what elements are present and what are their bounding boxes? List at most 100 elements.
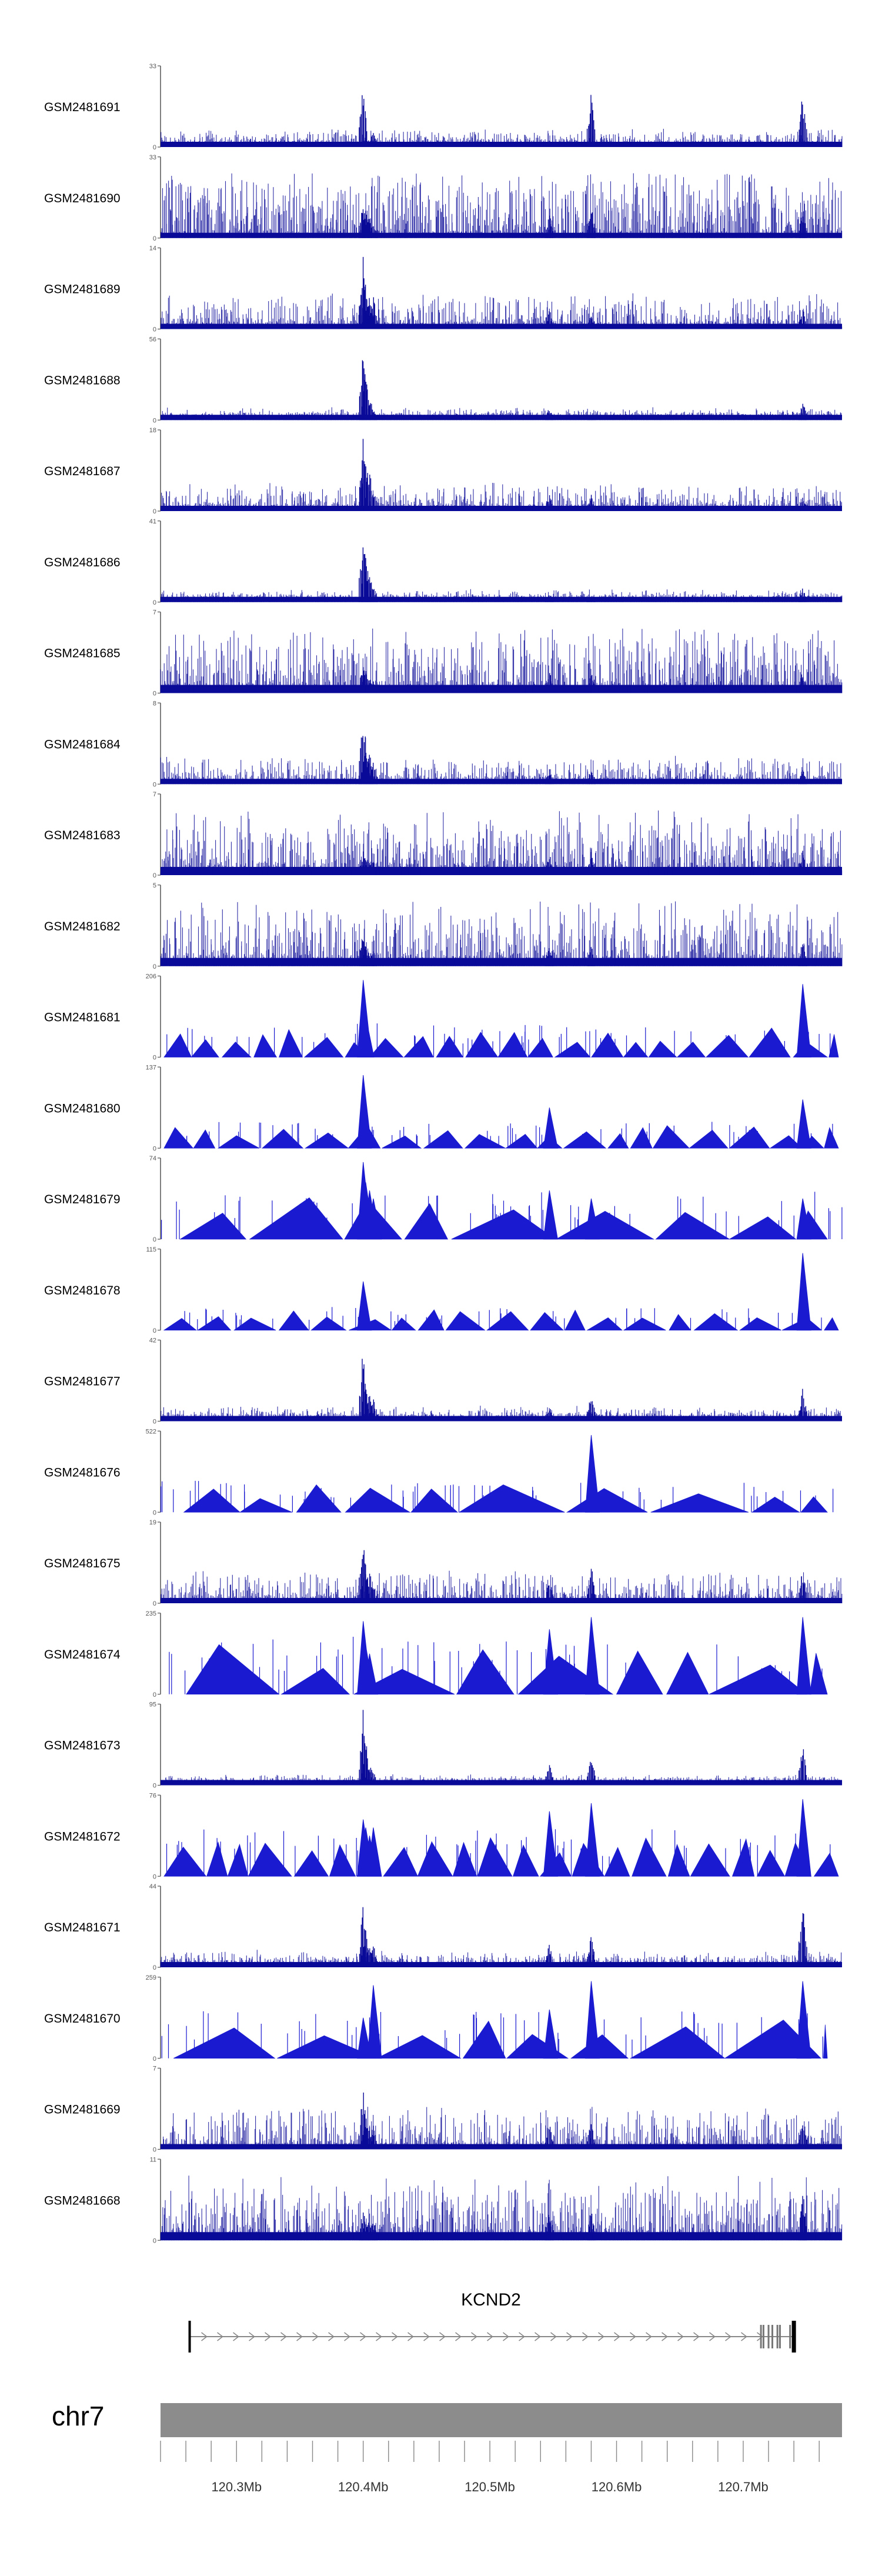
track-label: GSM2481689 <box>44 283 121 296</box>
y-max-label: 235 <box>146 1610 156 1617</box>
coverage-signal <box>161 1774 843 1786</box>
coverage-peaks <box>359 850 807 875</box>
track-GSM2481685: GSM2481685 7 0 <box>44 609 843 698</box>
track-label: GSM2481684 <box>44 738 121 751</box>
track-GSM2481681: GSM2481681 206 0 <box>44 973 839 1062</box>
y-min-label: 0 <box>153 690 156 698</box>
strand-arrow <box>709 2332 716 2341</box>
ideogram-band <box>161 2403 842 2437</box>
coverage-spikes <box>166 1829 831 1877</box>
coverage-signal <box>173 2020 828 2059</box>
coverage-spikes <box>161 1192 843 1239</box>
coverage-signal <box>183 1484 828 1513</box>
coverage-peaks <box>357 1799 811 1877</box>
y-max-label: 115 <box>146 1246 156 1253</box>
coverage-baseline <box>161 232 842 238</box>
coverage-spikes <box>161 1480 834 1513</box>
strand-arrow <box>646 2332 652 2341</box>
coverage-signal <box>163 1837 839 1877</box>
chromosome-axis: chr7 120.3Mb 120.4Mb 120.5Mb 120.6Mb 120.7Mb <box>52 2401 842 2494</box>
strand-arrow <box>471 2332 477 2341</box>
y-min-label: 0 <box>153 1419 156 1426</box>
track-GSM2481670: GSM2481670 259 0 <box>44 1974 828 2063</box>
coverage-peaks <box>359 2093 807 2150</box>
coverage-signal <box>160 901 843 966</box>
track-GSM2481680: GSM2481680 137 0 <box>44 1064 839 1152</box>
y-min-label: 0 <box>153 781 156 788</box>
y-max-label: 8 <box>153 700 156 707</box>
track-label: GSM2481687 <box>44 465 121 478</box>
track-label: GSM2481683 <box>44 829 121 842</box>
y-max-label: 522 <box>146 1428 156 1435</box>
track-GSM2481674: GSM2481674 235 0 <box>44 1610 828 1699</box>
track-label: GSM2481691 <box>44 101 121 114</box>
coverage-signal <box>160 756 842 785</box>
coverage-peaks <box>359 2195 807 2241</box>
coverage-peaks <box>359 95 807 147</box>
y-min-label: 0 <box>153 508 156 515</box>
exon <box>760 2325 762 2348</box>
y-max-label: 33 <box>149 63 156 70</box>
strand-arrow <box>312 2332 319 2341</box>
y-max-label: 137 <box>146 1064 156 1071</box>
track-label: GSM2481673 <box>44 1739 121 1753</box>
chromosome-label: chr7 <box>52 2401 104 2431</box>
track-label: GSM2481674 <box>44 1648 121 1661</box>
y-max-label: 11 <box>150 2156 156 2163</box>
strand-arrow <box>582 2332 589 2341</box>
coverage-peaks <box>357 1981 811 2059</box>
track-label: GSM2481686 <box>44 556 121 569</box>
coverage-signal <box>161 173 843 238</box>
strand-arrow <box>630 2332 636 2341</box>
x-tick-label: 120.4Mb <box>338 2480 389 2494</box>
exon <box>771 2325 774 2348</box>
strand-arrow <box>249 2332 255 2341</box>
coverage-signal <box>163 1027 839 1057</box>
y-min-label: 0 <box>153 1691 156 1699</box>
coverage-peaks <box>359 1907 807 1967</box>
coverage-peaks <box>359 439 807 511</box>
strand-arrow <box>376 2332 382 2341</box>
track-label: GSM2481680 <box>44 1102 121 1115</box>
strand-arrow <box>550 2332 557 2341</box>
y-min-label: 0 <box>153 872 156 879</box>
y-max-label: 33 <box>149 154 156 161</box>
track-GSM2481691: GSM2481691 33 0 <box>44 63 843 151</box>
coverage-peaks <box>357 1253 811 1331</box>
strand-arrow <box>725 2332 731 2341</box>
exon <box>779 2325 781 2348</box>
exon <box>762 2325 764 2348</box>
strand-arrow <box>598 2332 604 2341</box>
strand-arrow <box>423 2332 430 2341</box>
x-tick-label: 120.3Mb <box>211 2480 262 2494</box>
y-max-label: 206 <box>146 973 156 980</box>
coverage-peaks <box>357 1162 811 1240</box>
y-max-label: 41 <box>149 518 156 525</box>
y-min-label: 0 <box>153 599 156 606</box>
coverage-signal <box>160 1950 842 1967</box>
strand-arrow <box>439 2332 446 2341</box>
strand-arrow <box>296 2332 303 2341</box>
track-GSM2481689: GSM2481689 14 0 <box>44 245 843 333</box>
exon <box>776 2325 779 2348</box>
coverage-peaks <box>359 940 807 966</box>
x-tick-label: 120.7Mb <box>718 2480 769 2494</box>
coverage-peaks <box>359 736 807 785</box>
strand-arrow <box>693 2332 700 2341</box>
track-GSM2481671: GSM2481671 44 0 <box>44 1883 842 1971</box>
y-min-label: 0 <box>153 1236 156 1243</box>
track-label: GSM2481681 <box>44 1011 121 1025</box>
track-GSM2481678: GSM2481678 115 0 <box>44 1246 839 1334</box>
y-min-label: 0 <box>153 2237 156 2244</box>
coverage-signal <box>160 628 843 693</box>
coverage-peaks <box>359 547 807 602</box>
y-min-label: 0 <box>153 1055 156 1062</box>
y-min-label: 0 <box>153 1964 156 1971</box>
track-label: GSM2481677 <box>44 1375 121 1389</box>
y-min-label: 0 <box>153 1327 156 1334</box>
exon <box>188 2321 191 2353</box>
track-label: GSM2481678 <box>44 1284 121 1297</box>
y-min-label: 0 <box>153 963 156 970</box>
y-min-label: 0 <box>153 1600 156 1607</box>
gene-track: KCND2 <box>188 2290 796 2353</box>
